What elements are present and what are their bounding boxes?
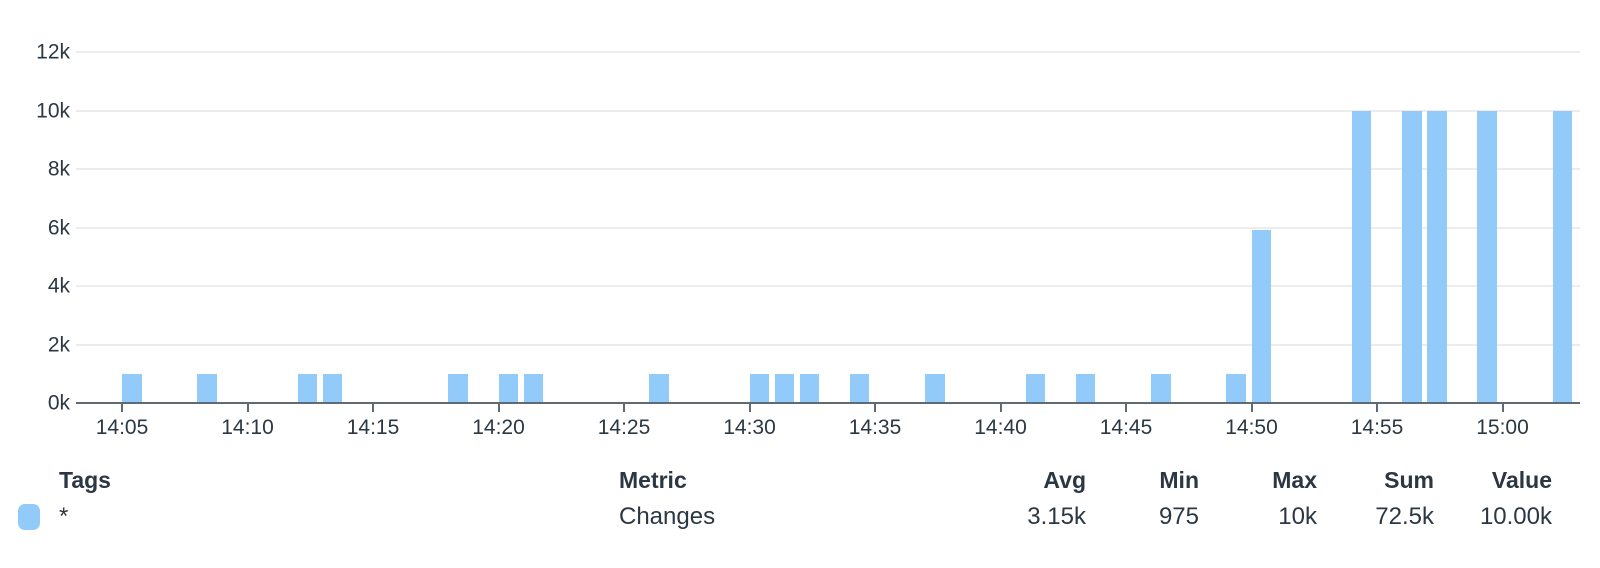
x-axis-tick-label: 14:20 xyxy=(472,416,525,439)
series-color-swatch[interactable] xyxy=(18,504,40,530)
x-axis-tick-mark xyxy=(1376,404,1378,412)
y-axis-tick-label: 12k xyxy=(36,40,70,64)
x-axis-tick-mark xyxy=(748,404,751,412)
legend-header-value: Value xyxy=(1491,466,1552,493)
x-axis-tick-mark xyxy=(1250,404,1253,412)
gridline xyxy=(76,109,1580,112)
x-axis-tick-label: 14:25 xyxy=(597,416,651,439)
x-axis-tick-mark xyxy=(246,404,249,412)
x-axis-tick-label: 14:30 xyxy=(723,416,776,439)
bar[interactable] xyxy=(523,374,544,403)
legend-value-value: 10.00k xyxy=(1479,503,1552,530)
y-axis-tick-label: 0k xyxy=(47,391,70,415)
y-axis-tick-label: 8k xyxy=(47,157,70,181)
bar[interactable] xyxy=(649,374,669,403)
legend-table: Tags Metric Avg Min Max Sum Value * Chan… xyxy=(0,462,1600,536)
bar[interactable] xyxy=(1251,229,1272,403)
bar[interactable] xyxy=(1151,374,1171,403)
bar[interactable] xyxy=(448,374,468,403)
y-axis-tick-label: 2k xyxy=(47,333,70,356)
x-axis-tick-mark xyxy=(121,404,123,412)
legend-header-tags: Tags xyxy=(59,466,111,493)
gridline xyxy=(76,168,1580,170)
x-axis-tick-mark xyxy=(372,404,374,412)
bar[interactable] xyxy=(498,374,519,403)
x-axis-tick-label: 14:10 xyxy=(221,416,274,439)
bar[interactable] xyxy=(122,374,142,403)
legend-header-avg: Avg xyxy=(1043,466,1086,493)
bar[interactable] xyxy=(849,374,870,403)
x-axis-tick-mark xyxy=(1501,404,1504,412)
bar[interactable] xyxy=(1226,374,1246,403)
x-axis-tick-label: 14:05 xyxy=(95,416,149,439)
x-axis-tick-mark xyxy=(623,404,625,412)
gridline xyxy=(76,51,1580,53)
x-axis-tick-label: 14:45 xyxy=(1099,416,1153,439)
bar[interactable] xyxy=(1351,110,1372,403)
gridline xyxy=(76,226,1580,229)
legend-header-metric: Metric xyxy=(619,466,687,493)
legend-header-min: Min xyxy=(1159,466,1199,493)
x-axis-tick-mark xyxy=(999,404,1002,412)
y-axis-tick-label: 6k xyxy=(47,216,70,239)
bar[interactable] xyxy=(197,374,217,403)
legend-metric-value: Changes xyxy=(619,503,716,530)
bar[interactable] xyxy=(1552,110,1573,403)
bar[interactable] xyxy=(1477,110,1497,403)
legend-min-value: 975 xyxy=(1158,503,1199,530)
bar[interactable] xyxy=(1427,110,1447,403)
gridline xyxy=(76,343,1580,346)
bar[interactable] xyxy=(322,374,343,403)
legend-header-max: Max xyxy=(1272,466,1317,493)
x-axis-tick-mark xyxy=(874,404,876,412)
bar[interactable] xyxy=(774,374,795,403)
bar[interactable] xyxy=(799,374,820,403)
legend-series-row[interactable]: * Changes 3.15k 975 10k 72.5k 10.00k xyxy=(0,498,1600,536)
legend-sum-value: 72.5k xyxy=(1375,503,1434,530)
x-axis-line xyxy=(76,402,1580,404)
legend-header-row: Tags Metric Avg Min Max Sum Value xyxy=(0,462,1600,498)
x-axis-tick-label: 14:55 xyxy=(1350,416,1404,439)
x-axis-tick-label: 14:40 xyxy=(974,416,1027,439)
bar[interactable] xyxy=(297,374,318,403)
gridline xyxy=(76,285,1580,287)
y-axis-tick-label: 4k xyxy=(47,274,70,298)
y-axis-tick-label: 10k xyxy=(36,99,70,122)
x-axis-tick-label: 14:50 xyxy=(1225,416,1278,439)
legend-tags-value: * xyxy=(59,503,69,530)
x-axis-tick-mark xyxy=(497,404,500,412)
x-axis-tick-label: 15:00 xyxy=(1476,416,1529,439)
bar[interactable] xyxy=(1402,110,1422,403)
bar[interactable] xyxy=(1025,374,1046,403)
legend-header-sum: Sum xyxy=(1384,466,1434,493)
x-axis-tick-mark xyxy=(1125,404,1127,412)
x-axis-tick-label: 14:15 xyxy=(346,416,400,439)
bar[interactable] xyxy=(1075,374,1096,403)
legend-avg-value: 3.15k xyxy=(1027,503,1086,530)
legend-max-value: 10k xyxy=(1278,503,1317,530)
x-axis-tick-label: 14:35 xyxy=(848,416,902,439)
bar-chart-plot-area[interactable]: 0k 2k 4k 6k 8k 10k 12k 14:05 14:10 14:15 14:20 14:2… xyxy=(0,0,1600,448)
bar[interactable] xyxy=(749,374,770,403)
bar[interactable] xyxy=(925,374,945,403)
legend-swatch-cell xyxy=(0,504,59,530)
